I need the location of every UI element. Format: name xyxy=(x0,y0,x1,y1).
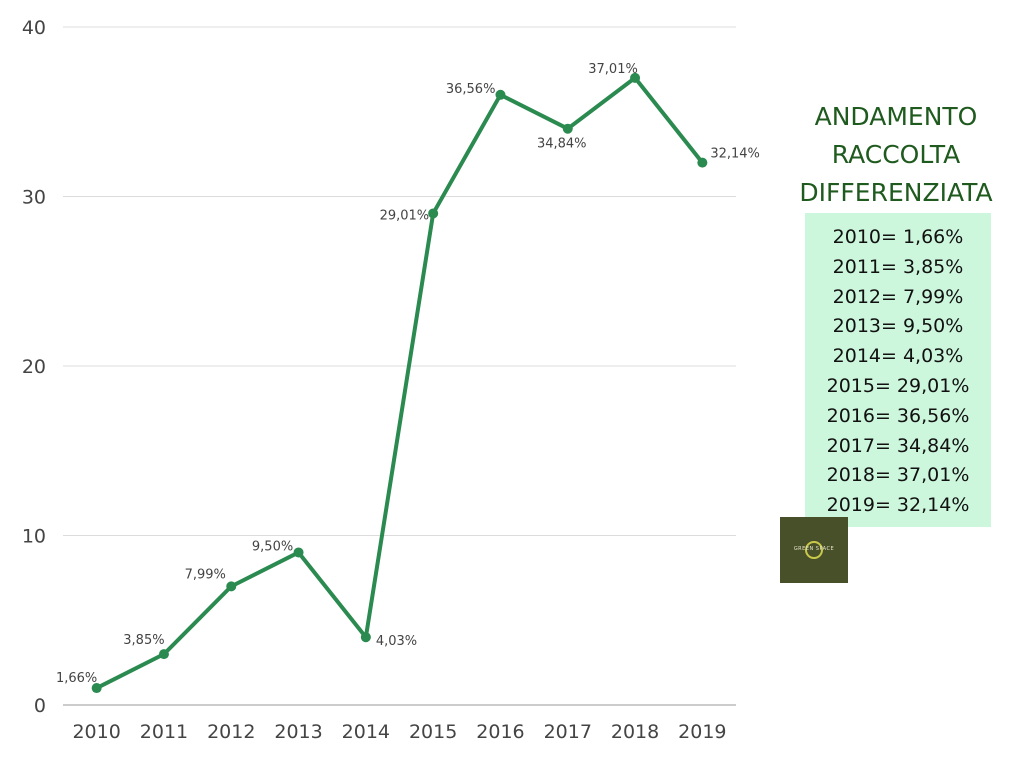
x-tick-label: 2011 xyxy=(140,721,188,743)
x-tick-label: 2016 xyxy=(476,721,524,743)
data-point xyxy=(562,123,573,134)
data-label: 7,99% xyxy=(185,567,226,582)
data-point xyxy=(630,72,641,83)
series-line xyxy=(94,75,705,691)
summary-line: 2010= 1,66% xyxy=(832,226,964,248)
summary-line: 2019= 32,14% xyxy=(826,494,970,517)
green-space-logo: GREEN SPACE xyxy=(780,517,848,583)
data-point xyxy=(495,89,506,100)
data-label: 3,85% xyxy=(123,633,164,648)
data-point xyxy=(293,547,304,558)
data-label: 1,66% xyxy=(56,671,97,686)
side-title-line: ANDAMENTO xyxy=(814,102,978,131)
summary-line: 2014= 4,03% xyxy=(832,345,964,368)
y-tick-label: 20 xyxy=(22,356,46,378)
summary-line: 2016= 36,56% xyxy=(826,404,970,427)
y-tick-label: 10 xyxy=(22,526,46,548)
summary-line: 2018= 37,01% xyxy=(826,464,970,487)
line-chart: 0 10 20 30 40 2010 2011 2012 2013 2014 2015 2016 201… xyxy=(22,17,760,743)
data-label: 34,84% xyxy=(537,137,587,152)
data-point xyxy=(428,208,439,219)
summary-line: 2015= 29,01% xyxy=(826,374,970,397)
logo-text: GREEN SPACE xyxy=(793,546,835,552)
y-tick-label: 0 xyxy=(34,695,46,717)
x-tick-label: 2017 xyxy=(544,721,592,743)
data-label: 36,56% xyxy=(446,82,496,97)
side-title: ANDAMENTO RACCOLTA DIFFERENZIATA xyxy=(790,98,1002,212)
data-label: 4,03% xyxy=(376,634,417,649)
data-point xyxy=(226,581,237,592)
x-tick-label: 2013 xyxy=(274,721,322,743)
data-label: 9,50% xyxy=(252,539,293,554)
summary-line: 2012= 7,99% xyxy=(832,285,964,308)
data-point xyxy=(697,157,708,168)
summary-line: 2011= 3,85% xyxy=(832,255,964,278)
data-label: 29,01% xyxy=(380,208,430,223)
y-tick-label: 30 xyxy=(22,187,46,209)
x-tick-label: 2015 xyxy=(409,721,457,743)
data-point xyxy=(360,632,371,643)
x-tick-label: 2010 xyxy=(72,721,120,743)
summary-line: 2013= 9,50% xyxy=(832,315,964,338)
side-title-line: RACCOLTA xyxy=(831,140,961,169)
x-tick-label: 2014 xyxy=(342,721,390,743)
x-tick-label: 2019 xyxy=(678,721,726,743)
logo-ring-icon xyxy=(805,541,823,559)
data-label: 37,01% xyxy=(588,62,638,77)
summary-box: 2010= 1,66% 2011= 3,85% 2012= 7,99% 2013… xyxy=(805,213,991,527)
x-tick-label: 2018 xyxy=(611,721,659,743)
summary-line: 2017= 34,84% xyxy=(826,434,970,457)
data-point xyxy=(158,649,169,660)
side-title-line: DIFFERENZIATA xyxy=(799,178,993,207)
data-label: 32,14% xyxy=(710,147,760,162)
data-point xyxy=(91,683,102,694)
x-tick-label: 2012 xyxy=(207,721,255,743)
y-tick-label: 40 xyxy=(22,17,46,39)
